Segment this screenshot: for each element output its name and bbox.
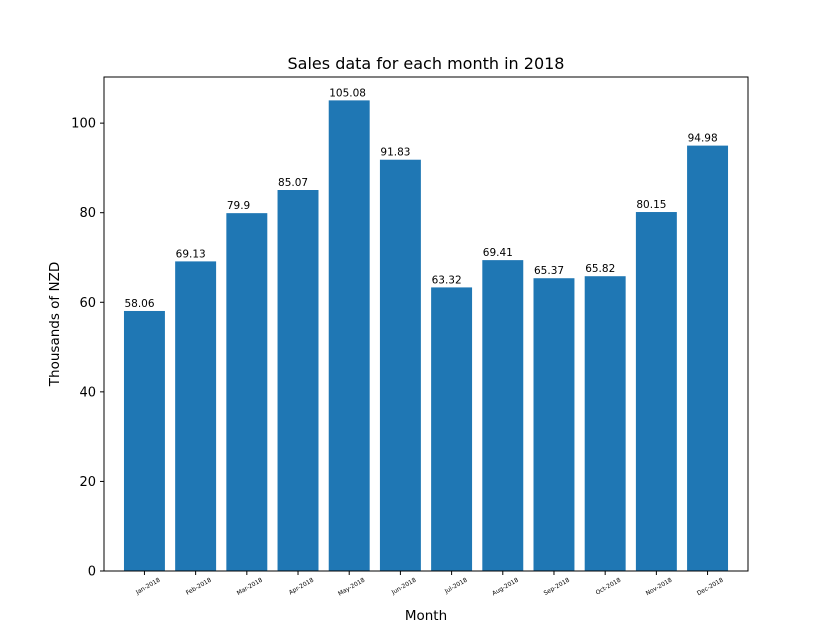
data-label-jun-2018: 91.83 (380, 147, 410, 159)
chart-title: Sales data for each month in 2018 (288, 54, 565, 73)
y-tick-label-100: 100 (71, 117, 96, 132)
bars-group (123, 100, 729, 572)
data-label-aug-2018: 69.41 (483, 247, 513, 259)
bar-mar-2018 (226, 213, 268, 571)
bar-sep-2018 (533, 278, 575, 571)
plot-frame (103, 76, 749, 572)
data-label-apr-2018: 85.07 (278, 177, 308, 189)
bar-jan-2018 (123, 310, 165, 571)
bar-may-2018 (328, 100, 370, 571)
data-label-feb-2018: 69.13 (176, 248, 206, 260)
y-tick-label-40: 40 (79, 385, 96, 400)
bar-aug-2018 (482, 260, 524, 571)
data-label-may-2018: 105.08 (329, 87, 366, 99)
bar-feb-2018 (175, 261, 217, 571)
y-tick-label-80: 80 (79, 206, 96, 221)
bar-oct-2018 (584, 276, 626, 571)
bar-jul-2018 (431, 287, 473, 571)
y-axis: 0 20 40 60 80 100 (71, 117, 104, 580)
y-tick-label-60: 60 (79, 296, 96, 311)
bar-dec-2018 (687, 145, 729, 572)
data-label-jul-2018: 63.32 (432, 274, 462, 286)
data-label-nov-2018: 80.15 (636, 199, 666, 211)
y-tick-label-20: 20 (79, 475, 96, 490)
data-label-jan-2018: 58.06 (124, 298, 154, 310)
bar-jun-2018 (379, 159, 421, 571)
data-label-sep-2018: 65.37 (534, 265, 564, 277)
bar-apr-2018 (277, 190, 319, 571)
y-axis-label: Thousands of NZD (47, 262, 63, 387)
data-label-dec-2018: 94.98 (688, 133, 718, 145)
x-axis-label: Month (405, 608, 447, 624)
y-tick-label-0: 0 (88, 565, 96, 580)
data-label-oct-2018: 65.82 (585, 263, 615, 275)
data-labels-group: 58.06 69.13 79.9 85.07 105.08 91.83 63.32 69.41… (124, 87, 717, 310)
bar-nov-2018 (635, 212, 677, 571)
data-label-mar-2018: 79.9 (227, 200, 250, 212)
